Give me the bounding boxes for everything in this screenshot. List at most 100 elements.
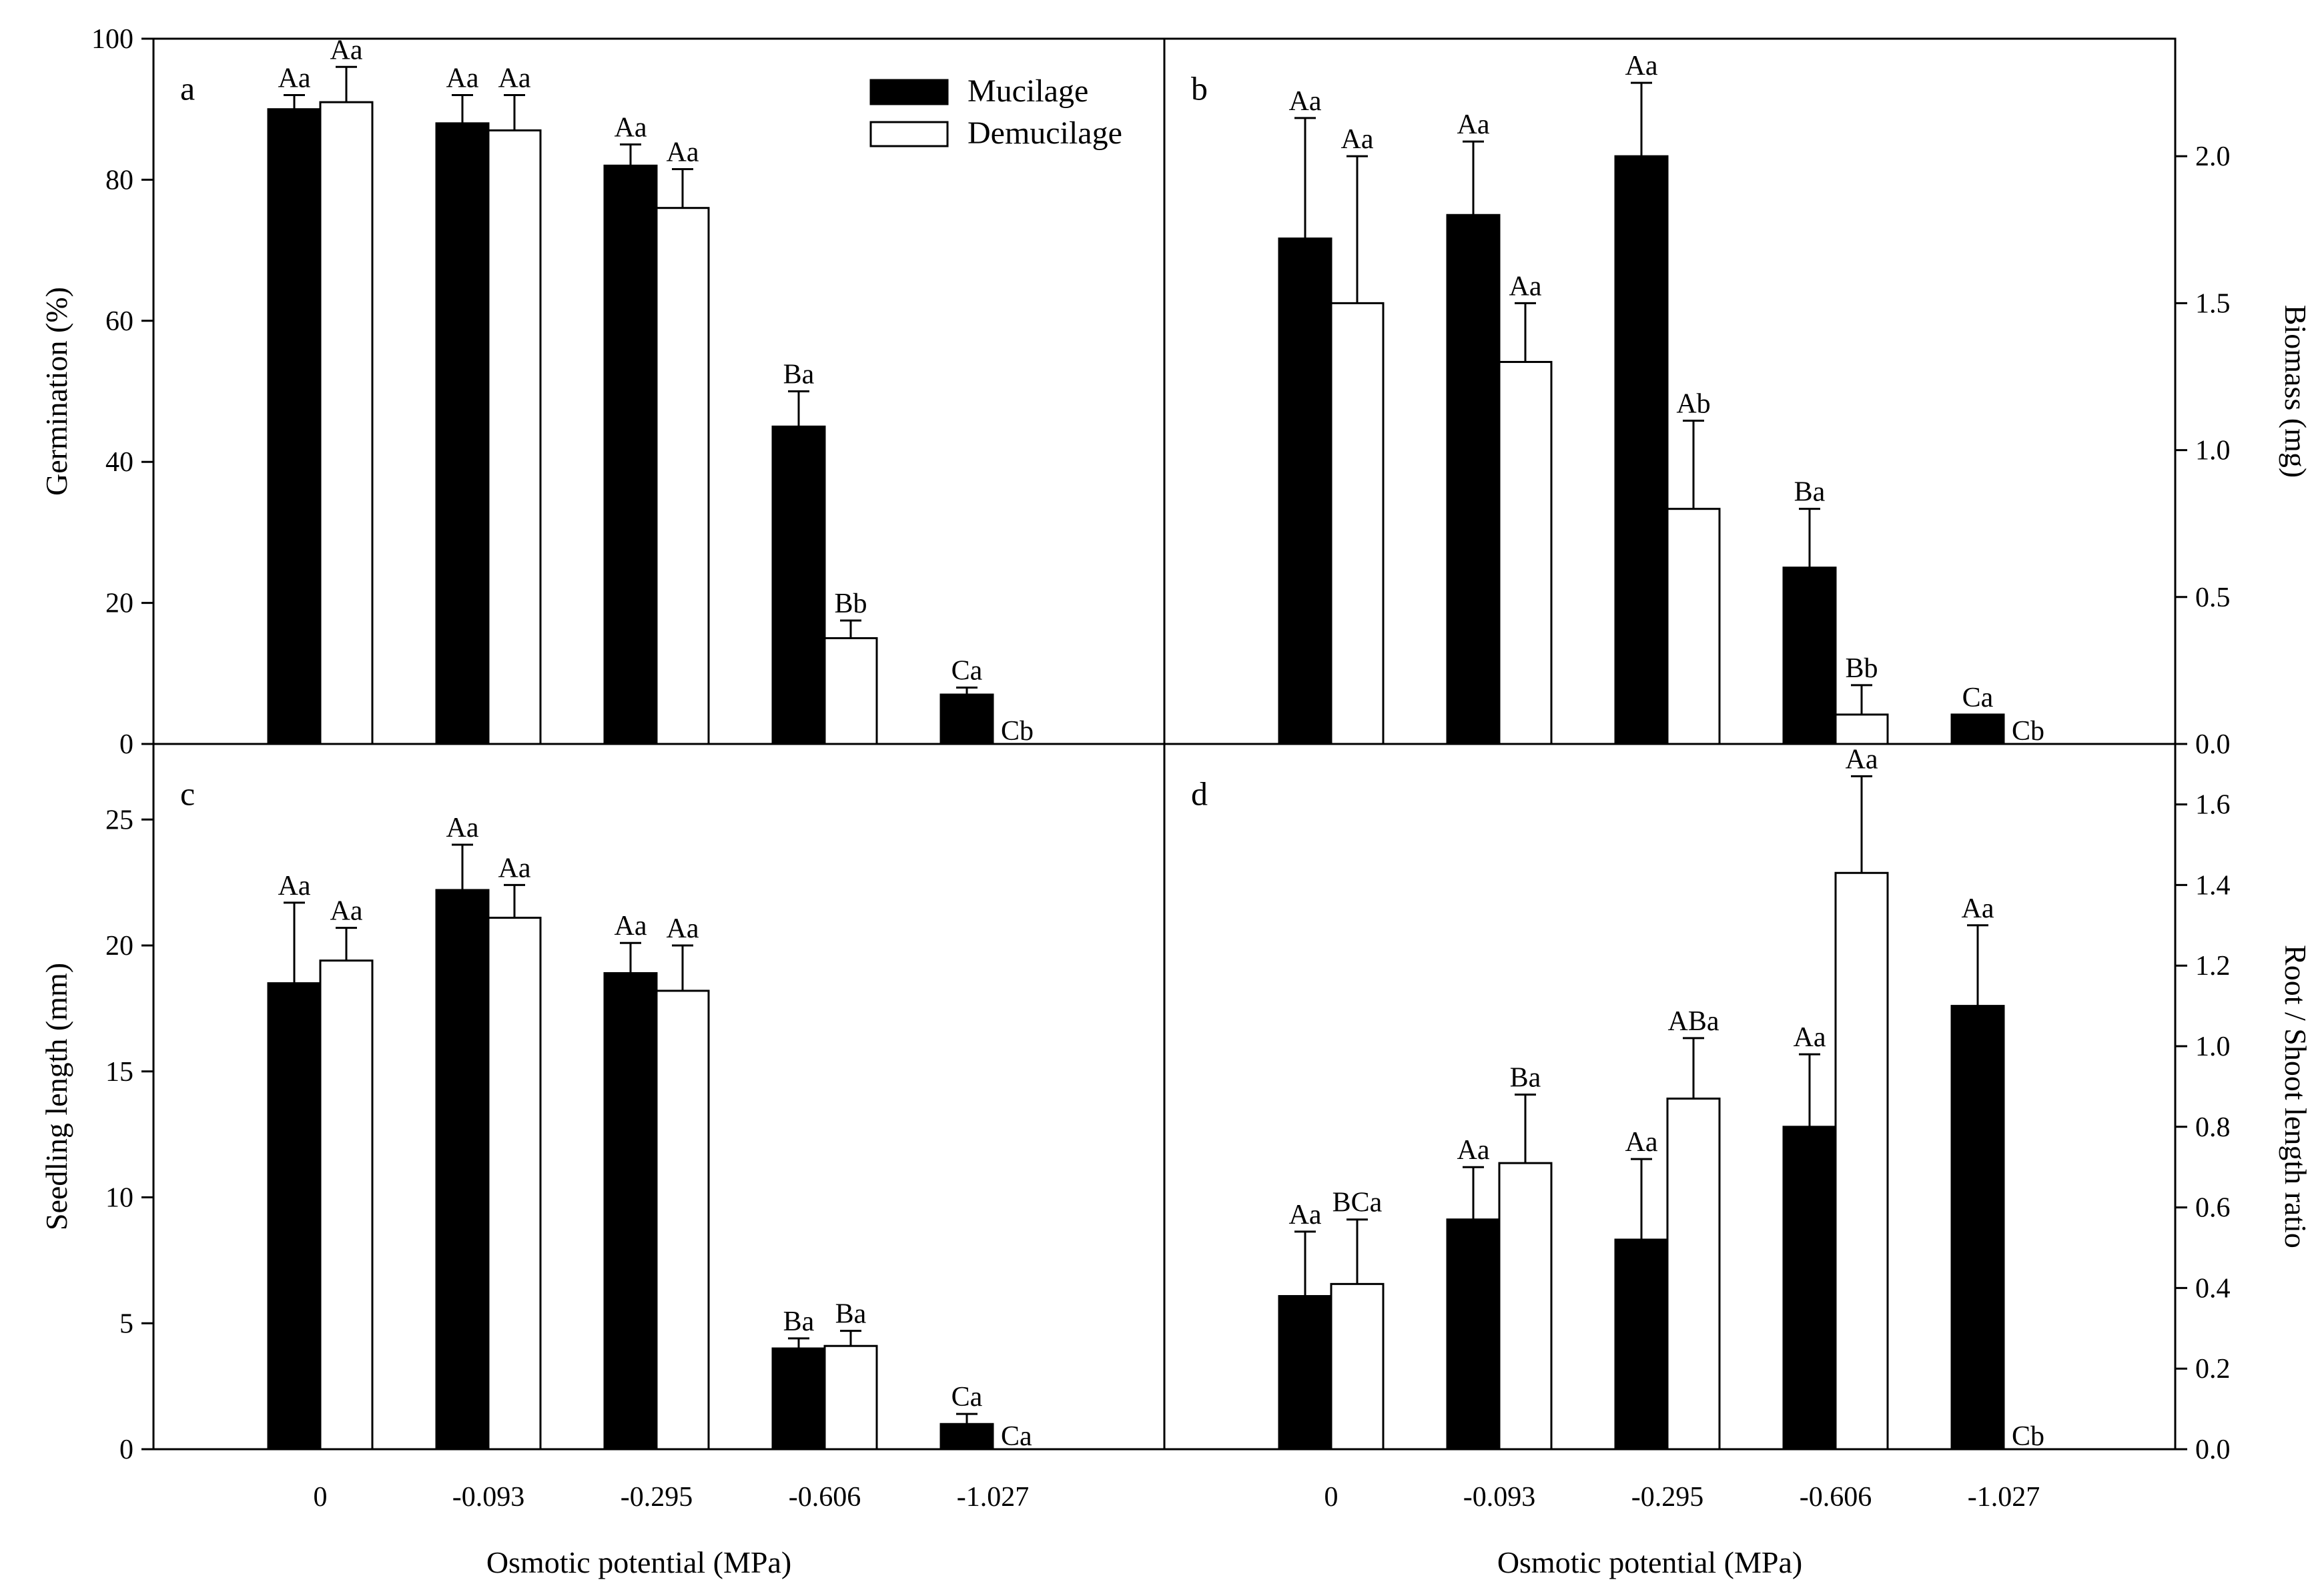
bar-mucilage [1446,1218,1501,1451]
significance-label: Aa [667,137,699,168]
legend-swatch-demucilage [869,121,949,147]
significance-label: Ba [1794,477,1826,508]
panel-letter: b [1191,69,1208,107]
x-tick-label: -0.295 [1631,1482,1704,1513]
y-tick-label: 1.4 [2195,870,2231,901]
y-tick-label: 1.0 [2195,436,2231,466]
y-tick-label: 0.8 [2195,1112,2231,1143]
significance-label: Aa [330,35,363,65]
x-tick-label: -0.295 [621,1482,693,1513]
panel-a: a 0 20 40 60 80 100 Germination (%) Aa Aa Aa Aa Aa Aa… [39,24,1166,760]
y-tick-label: 1.2 [2195,951,2231,981]
bar-mucilage [603,972,658,1451]
significance-label: Ca [1962,683,1994,713]
bar-mucilage [1950,1005,2005,1451]
y-tick-label: 2.0 [2195,141,2231,172]
y-axis-title: Biomass (mg) [2279,305,2312,478]
y-tick-label: 10 [105,1183,133,1214]
significance-label: Aa [1457,109,1490,140]
bar-mucilage [603,164,658,745]
y-tick-label: 15 [105,1057,133,1088]
bar-demucilage [1834,713,1889,745]
panel-letter: d [1191,775,1208,812]
significance-label: Cb [2012,716,2044,747]
significance-label: Aa [1289,1200,1322,1230]
significance-label: Ca [951,655,983,686]
significance-label: Aa [667,913,699,944]
y-tick-label: 20 [105,588,133,619]
significance-label: Aa [1962,893,1994,924]
bar-mucilage [939,693,994,745]
significance-label: Aa [615,113,647,143]
y-tick-label: 0 [119,1435,133,1465]
y-tick-label: 5 [119,1308,133,1339]
significance-label: Aa [330,896,363,927]
significance-label: Ca [1001,1421,1032,1452]
significance-label: Ba [1510,1062,1541,1093]
x-tick-label: 0 [1324,1482,1338,1513]
bar-mucilage [771,1347,826,1451]
significance-label: Aa [1794,1022,1826,1053]
x-axis-title: Osmotic potential (MPa) [486,1545,791,1579]
significance-label: Bb [1845,653,1878,684]
x-tick-label: 0 [314,1482,328,1513]
significance-label: Aa [615,911,647,941]
panel-b: b 0.0 0.5 1.0 1.5 2.0 Biomass (mg) Aa Aa Aa Aa Aa Ab… [1163,37,2312,760]
significance-label: Ab [1676,389,1710,420]
significance-label: Ba [783,1306,815,1337]
y-tick-label: 0.4 [2195,1273,2231,1304]
y-tick-label: 25 [105,805,133,835]
significance-label: Aa [498,63,531,94]
y-tick-label: 1.0 [2195,1032,2231,1062]
x-tick-label: -0.093 [452,1482,525,1513]
y-axis-title: Root / Shoot length ratio [2279,945,2312,1248]
significance-label: Aa [446,813,479,843]
y-tick-label: 100 [91,24,133,55]
significance-label: Cb [2012,1421,2044,1452]
bar-mucilage [1278,237,1332,745]
bar-demucilage [655,989,710,1451]
significance-label: Aa [278,871,311,901]
bar-mucilage [1782,1126,1837,1451]
panel-letter: c [180,775,195,812]
significance-label: Ba [835,1299,867,1330]
significance-label: BCa [1332,1188,1383,1218]
significance-label: Aa [1625,51,1658,81]
bar-mucilage [1950,713,2005,745]
bar-demucilage [1330,1282,1385,1451]
significance-label: Aa [446,63,479,94]
legend-swatch-mucilage [869,79,949,105]
significance-label: Ca [951,1382,983,1413]
significance-label: Aa [498,853,531,883]
x-tick-label: -0.606 [789,1482,861,1513]
y-tick-label: 0.6 [2195,1193,2231,1224]
bar-mucilage [267,108,322,745]
bar-demucilage [487,129,542,745]
bar-demucilage [487,916,542,1451]
y-tick-label: 20 [105,931,133,961]
legend-label-mucilage: Mucilage [968,73,1088,109]
bar-mucilage [771,425,826,745]
panel-c: c 0 5 10 15 20 25 Seedling length (mm) 0 Aa Aa -0.0… [39,743,1166,1579]
bar-mucilage [267,982,322,1451]
bar-demucilage [319,959,374,1451]
significance-label: ABa [1668,1006,1719,1037]
significance-label: Aa [1341,124,1374,155]
y-axis-title: Seedling length (mm) [39,963,73,1230]
bar-mucilage [1278,1294,1332,1451]
y-tick-label: 40 [105,447,133,478]
y-tick-label: 0 [119,729,133,760]
significance-label: Aa [1846,744,1878,775]
bar-mucilage [435,122,490,745]
bar-demucilage [1330,302,1385,745]
significance-label: Aa [278,63,311,94]
significance-label: Ba [783,360,815,390]
x-tick-label: -1.027 [1968,1482,2040,1513]
bar-mucilage [435,889,490,1451]
significance-label: Aa [1625,1127,1658,1158]
x-axis-title: Osmotic potential (MPa) [1497,1545,1802,1579]
bar-mucilage [1614,155,1669,745]
y-tick-label: 0.0 [2195,729,2231,760]
bar-demucilage [1666,508,1721,745]
x-tick-label: -0.093 [1463,1482,1536,1513]
